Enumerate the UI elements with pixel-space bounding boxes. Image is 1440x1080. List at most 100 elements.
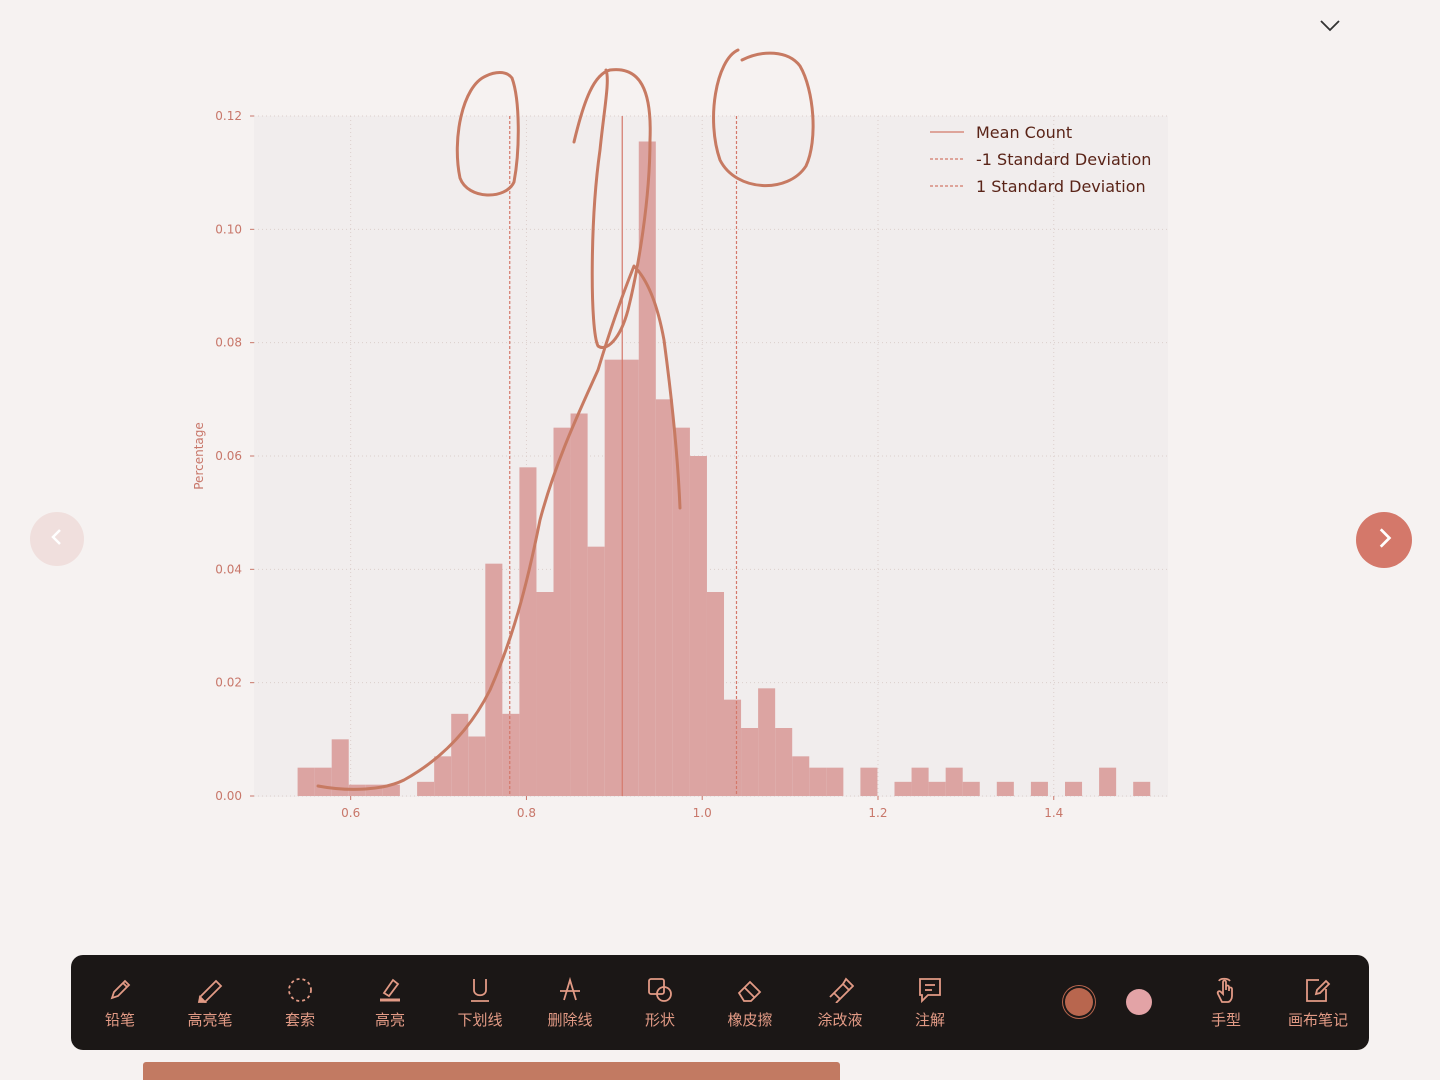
highlighter-pen-icon bbox=[195, 975, 225, 1005]
histogram-bar-38 bbox=[1030, 781, 1048, 796]
histogram-bar-31 bbox=[860, 767, 878, 796]
underline-icon bbox=[465, 975, 495, 1005]
tool-eraser[interactable]: 橡皮擦 bbox=[710, 955, 790, 1050]
histogram-bar-20 bbox=[655, 399, 673, 796]
tool-comment[interactable]: 注解 bbox=[890, 955, 970, 1050]
tool-label: 下划线 bbox=[457, 1011, 503, 1029]
histogram-bar-40 bbox=[1099, 767, 1117, 796]
histogram-bar-21 bbox=[672, 427, 690, 796]
annotation-toolbar: 铅笔 高亮笔 套索 高亮 下划线 删除线 形状 bbox=[71, 955, 1369, 1050]
x-tick-label-0: 0.6 bbox=[341, 806, 360, 820]
tool-underline[interactable]: 下划线 bbox=[440, 955, 520, 1050]
y-tick-label-5: 0.10 bbox=[215, 222, 242, 236]
correction-fluid-icon bbox=[825, 975, 855, 1005]
histogram-bar-19 bbox=[638, 141, 656, 796]
tool-label: 注解 bbox=[914, 1011, 945, 1029]
tool-label: 手型 bbox=[1210, 1011, 1241, 1029]
histogram-bar-13 bbox=[536, 592, 554, 796]
annotation-circle-left bbox=[455, 71, 520, 197]
histogram-bar-7 bbox=[434, 756, 452, 796]
histogram-bar-35 bbox=[945, 767, 963, 796]
x-tick-label-1: 0.8 bbox=[517, 806, 536, 820]
histogram-bar-41 bbox=[1133, 781, 1151, 796]
shape-icon bbox=[645, 975, 675, 1005]
legend-label-mean: Mean Count bbox=[976, 123, 1072, 142]
previous-page-button[interactable] bbox=[30, 512, 84, 566]
histogram-bar-8 bbox=[451, 713, 469, 796]
histogram-bar-39 bbox=[1064, 781, 1083, 796]
x-tick-label-3: 1.2 bbox=[868, 806, 887, 820]
x-tick-label-4: 1.4 bbox=[1044, 806, 1063, 820]
eraser-icon bbox=[735, 975, 765, 1005]
tool-lasso[interactable]: 套索 bbox=[260, 955, 340, 1050]
histogram-bar-26 bbox=[758, 688, 776, 796]
histogram-bar-1 bbox=[314, 767, 332, 796]
page-scroll-bar[interactable] bbox=[143, 1062, 840, 1080]
histogram-bar-5 bbox=[382, 784, 400, 796]
tool-label: 删除线 bbox=[547, 1011, 593, 1029]
histogram-bar-24 bbox=[724, 699, 742, 796]
tool-highlighter-pen[interactable]: 高亮笔 bbox=[170, 955, 250, 1050]
x-tick-label-2: 1.0 bbox=[693, 806, 712, 820]
chevron-down-icon[interactable] bbox=[1316, 12, 1344, 40]
histogram-bar-34 bbox=[928, 781, 946, 796]
histogram-bar-37 bbox=[996, 781, 1014, 796]
handwritten-annotations bbox=[316, 48, 815, 791]
histogram-bar-4 bbox=[365, 784, 383, 796]
hand-icon bbox=[1211, 975, 1241, 1005]
tool-label: 形状 bbox=[644, 1011, 675, 1029]
annotation-circle-right bbox=[712, 48, 815, 187]
histogram-bar-28 bbox=[792, 756, 810, 796]
x-axis-ticks: 0.6 0.8 1.0 1.2 1.4 bbox=[341, 796, 1063, 820]
y-tick-label-6: 0.12 bbox=[215, 109, 242, 123]
tool-pencil[interactable]: 铅笔 bbox=[80, 955, 160, 1050]
y-tick-label-0: 0.00 bbox=[215, 789, 242, 803]
chevron-left-icon bbox=[45, 525, 69, 553]
next-page-button[interactable] bbox=[1356, 512, 1412, 568]
chevron-right-icon bbox=[1371, 525, 1397, 555]
tool-hand[interactable]: 手型 bbox=[1186, 955, 1266, 1050]
histogram-bar-36 bbox=[962, 781, 980, 796]
color-swatch-pink[interactable] bbox=[1126, 989, 1152, 1015]
histogram-bar-11 bbox=[502, 713, 520, 796]
pencil-icon bbox=[105, 975, 135, 1005]
y-tick-label-1: 0.02 bbox=[215, 676, 242, 690]
legend-label-plus-sd: 1 Standard Deviation bbox=[976, 177, 1146, 196]
tool-label: 高亮笔 bbox=[187, 1011, 233, 1029]
tool-label: 套索 bbox=[284, 1011, 315, 1029]
tool-label: 高亮 bbox=[374, 1011, 405, 1029]
tool-canvas-note[interactable]: 画布笔记 bbox=[1278, 955, 1358, 1050]
histogram-bar-27 bbox=[775, 728, 793, 796]
histogram-bar-29 bbox=[809, 767, 827, 796]
y-axis-ticks: 0.00 0.02 0.04 0.06 0.08 0.10 0.12 bbox=[215, 109, 254, 803]
comment-icon bbox=[915, 975, 945, 1005]
y-tick-label-2: 0.04 bbox=[215, 562, 242, 576]
histogram-bar-14 bbox=[553, 427, 571, 796]
histogram-bar-15 bbox=[570, 413, 588, 796]
tool-label: 铅笔 bbox=[104, 1011, 135, 1029]
legend-label-minus-sd: -1 Standard Deviation bbox=[976, 150, 1151, 169]
histogram-bar-23 bbox=[706, 592, 725, 796]
tool-shape[interactable]: 形状 bbox=[620, 955, 700, 1050]
tool-highlight[interactable]: 高亮 bbox=[350, 955, 430, 1050]
histogram-bar-33 bbox=[911, 767, 929, 796]
y-tick-label-4: 0.08 bbox=[215, 336, 242, 350]
histogram-bar-6 bbox=[417, 781, 435, 796]
histogram-bar-32 bbox=[894, 781, 912, 796]
color-swatch-brown[interactable] bbox=[1065, 988, 1093, 1016]
histogram-bar-17 bbox=[604, 359, 622, 796]
histogram-bar-16 bbox=[587, 546, 605, 796]
annotation-loop-center bbox=[572, 68, 652, 349]
tool-label: 画布笔记 bbox=[1287, 1011, 1348, 1029]
tool-strikethrough[interactable]: 删除线 bbox=[530, 955, 610, 1050]
canvas-note-icon bbox=[1303, 975, 1333, 1005]
histogram-bar-9 bbox=[468, 736, 486, 796]
histogram-bar-30 bbox=[826, 767, 844, 796]
tool-correction-fluid[interactable]: 涂改液 bbox=[800, 955, 880, 1050]
lasso-icon bbox=[285, 975, 315, 1005]
histogram-bar-18 bbox=[621, 359, 639, 796]
reference-lines bbox=[509, 116, 738, 796]
histogram-bar-2 bbox=[331, 739, 349, 796]
y-tick-label-3: 0.06 bbox=[215, 449, 242, 463]
